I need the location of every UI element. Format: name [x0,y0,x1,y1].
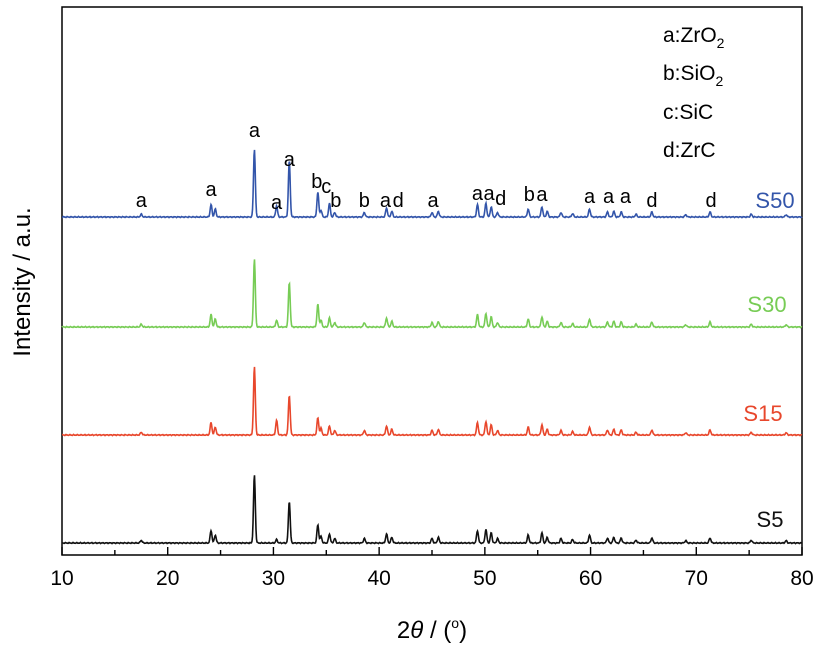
series-label-s5: S5 [757,507,784,532]
x-tick-label: 10 [50,567,73,590]
series-label-s50: S50 [755,188,794,213]
legend: a:ZrO2 b:SiO2 c:SiC d:ZrC [663,24,725,162]
legend-entry: d:ZrC [663,139,716,162]
series-line-s5 [61,475,803,545]
peak-label: a [136,190,148,212]
x-axis-label-theta: θ [410,617,423,644]
x-tick-labels: 10 20 30 40 50 60 70 80 [50,567,813,590]
x-tick-label: 70 [685,567,708,590]
x-axis-label-suffix: / ( [423,617,451,644]
series-labels: S50 S30 S15 S5 [743,188,794,532]
peak-label: d [393,190,404,212]
x-axis-label: 2θ / (o) [397,615,467,644]
x-tick-label: 50 [473,567,496,590]
peak-label: a [205,179,217,201]
x-axis-label-degree: o [451,615,459,631]
series-line-s30 [61,259,803,329]
series-line-s50 [61,149,803,219]
x-tick-label: 40 [367,567,390,590]
x-axis-label-prefix: 2 [397,617,410,644]
y-axis-label: Intensity / a.u. [9,207,36,356]
peak-label: d [495,188,506,210]
x-tick-label: 80 [790,567,813,590]
series-lines [61,149,803,545]
legend-entry: a:ZrO2 [663,24,725,51]
plot-frame [61,6,803,556]
peak-label: b [330,190,341,212]
series-label-s30: S30 [747,292,786,317]
x-axis-label-close: ) [459,617,467,644]
peak-label: a [472,183,484,205]
series-line-s15 [62,366,803,437]
axis-ticks [61,547,803,555]
x-tick-label: 60 [579,567,602,590]
peak-label: b [311,171,322,193]
peak-label: a [584,186,596,208]
peak-label: b [524,184,535,206]
peak-label: a [380,190,392,212]
x-tick-label: 20 [156,567,179,590]
peak-label: a [484,183,496,205]
peak-label: a [427,190,439,212]
peak-label: a [249,120,261,142]
peak-label: c [321,176,331,198]
series-label-s15: S15 [743,401,782,426]
peak-label: a [536,184,548,206]
x-tick-label: 30 [262,567,285,590]
peak-label: a [603,186,615,208]
peak-label: b [359,190,370,212]
peak-label: d [706,190,717,212]
legend-entry: c:SiC [663,101,713,124]
peak-label: a [620,186,632,208]
peak-label: a [271,192,283,214]
peak-label: a [284,149,296,171]
legend-entry: b:SiO2 [663,62,724,89]
peak-label: d [646,190,657,212]
